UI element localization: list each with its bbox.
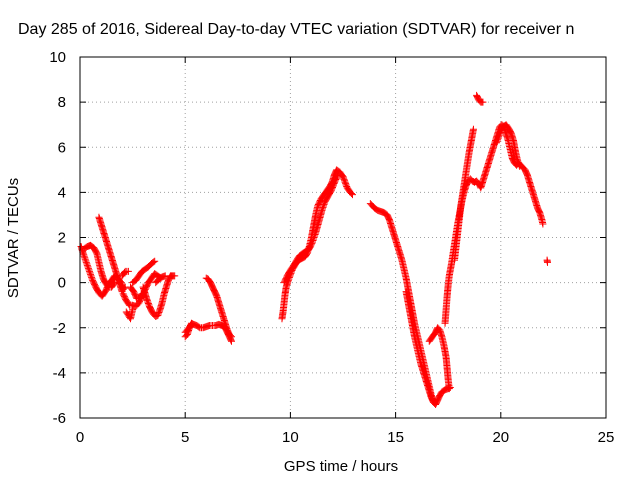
data-point (348, 191, 356, 199)
x-tick-label: 15 (387, 429, 404, 446)
x-tick-label: 0 (76, 429, 84, 446)
data-point (318, 205, 326, 213)
data-point (429, 397, 437, 405)
y-tick-label: -4 (53, 365, 66, 382)
data-point (81, 254, 89, 262)
y-tick-label: 2 (58, 230, 66, 247)
data-point (161, 272, 169, 280)
data-point (308, 238, 316, 246)
data-point (320, 200, 328, 208)
x-tick-label: 10 (282, 429, 299, 446)
data-point (227, 333, 235, 341)
data-point (84, 264, 92, 272)
data-point (129, 306, 137, 314)
data-point (82, 257, 90, 265)
x-tick-label: 5 (181, 429, 189, 446)
axis-ticks: 0 5 10 15 20 25 -6 -4 -2 0 2 4 6 8 10 (49, 49, 614, 446)
data-point (88, 273, 96, 281)
data-point (494, 136, 502, 144)
y-tick-label: -2 (53, 320, 66, 337)
data-point (479, 98, 487, 106)
data-point (187, 321, 195, 329)
data-point (82, 258, 90, 266)
data-point (150, 258, 158, 266)
plot-frame (79, 56, 607, 419)
data-point (84, 263, 92, 271)
data-point (320, 202, 328, 210)
data-points (77, 91, 552, 408)
data-point (495, 133, 503, 141)
data-point (310, 235, 318, 243)
data-point (539, 220, 547, 228)
data-point (151, 257, 159, 265)
data-point (469, 125, 477, 133)
data-point (347, 190, 355, 198)
data-point (83, 261, 91, 269)
data-point (80, 252, 88, 260)
y-axis-label: SDTVAR / TECUs (5, 178, 22, 298)
grid-lines (80, 57, 606, 418)
data-point (80, 251, 88, 259)
data-point (494, 134, 502, 142)
data-point (81, 255, 89, 263)
data-point (86, 269, 94, 277)
data-point (85, 266, 93, 274)
data-point (85, 267, 93, 275)
y-tick-label: -6 (53, 410, 66, 427)
data-point (515, 161, 523, 169)
data-point (188, 320, 196, 328)
data-point (83, 260, 91, 268)
data-point (227, 336, 235, 344)
data-point (334, 171, 342, 179)
data-point (429, 398, 437, 406)
y-tick-label: 8 (58, 94, 66, 111)
data-point (493, 139, 501, 147)
data-point (311, 230, 319, 238)
data-point (87, 270, 95, 278)
data-point (79, 249, 87, 257)
data-point (308, 239, 316, 247)
y-tick-label: 0 (58, 275, 66, 292)
data-point (88, 275, 96, 283)
data-point (516, 162, 524, 170)
data-point (445, 385, 453, 393)
x-axis-label: GPS time / hours (284, 458, 398, 475)
y-tick-label: 10 (49, 49, 66, 66)
y-tick-label: 6 (58, 139, 66, 156)
chart-title: Day 285 of 2016, Sidereal Day-to-day VTE… (18, 21, 574, 38)
data-point (226, 332, 234, 340)
data-point (495, 131, 503, 139)
data-point (493, 137, 501, 145)
data-point (318, 206, 326, 214)
data-point (171, 272, 179, 280)
data-point (333, 173, 341, 181)
data-point (319, 203, 327, 211)
x-tick-label: 20 (492, 429, 509, 446)
data-point (310, 234, 318, 241)
data-point (311, 232, 319, 240)
y-tick-label: 4 (58, 184, 66, 201)
data-point (124, 267, 132, 275)
data-point (544, 258, 552, 266)
data-point (309, 237, 317, 245)
data-point (87, 272, 95, 280)
x-tick-label: 25 (598, 429, 615, 446)
